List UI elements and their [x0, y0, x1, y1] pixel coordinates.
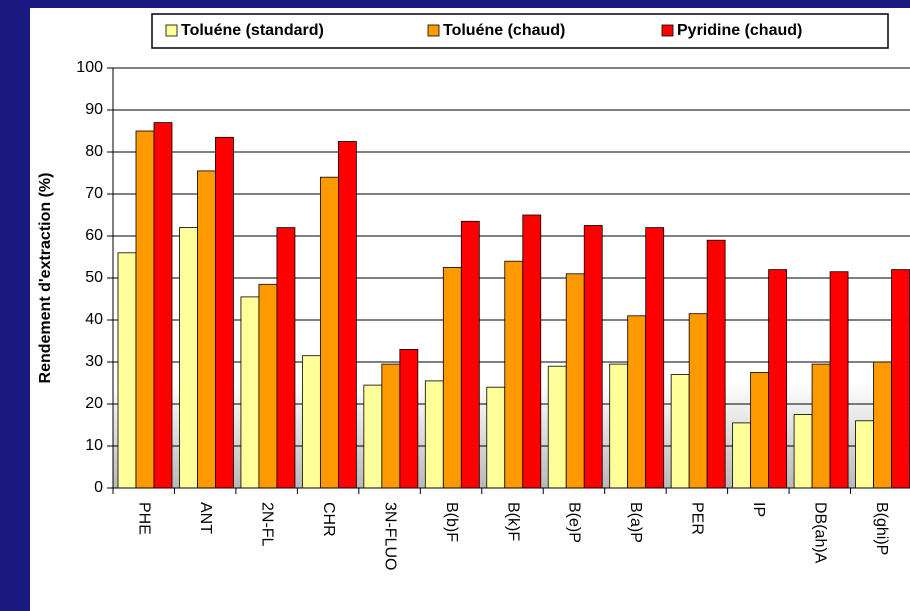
y-tick-label: 40	[85, 311, 103, 328]
legend-swatch	[165, 24, 178, 37]
x-tick-label: DB(ah)A	[812, 502, 829, 564]
legend-swatch	[661, 24, 674, 37]
bar	[855, 420, 874, 489]
y-tick-label: 30	[85, 353, 103, 370]
y-tick-label: 10	[85, 437, 103, 454]
legend-label: Toluéne (standard)	[181, 22, 324, 39]
bar	[793, 414, 813, 489]
bar	[460, 220, 480, 489]
bar	[117, 252, 137, 489]
x-tick-label: B(b)F	[443, 502, 460, 542]
bar	[442, 267, 462, 489]
y-tick-label: 100	[76, 59, 103, 76]
bar	[583, 225, 603, 489]
x-tick-label: ANT	[197, 502, 214, 534]
bar	[381, 363, 401, 489]
y-tick-label: 20	[85, 395, 103, 412]
bar	[522, 214, 542, 489]
y-tick-label: 50	[85, 269, 103, 286]
y-tick-label: 80	[85, 143, 103, 160]
x-tick-label: PHE	[135, 502, 152, 535]
bar	[363, 384, 383, 489]
bar	[240, 296, 260, 489]
bar	[301, 355, 321, 489]
bar	[399, 348, 419, 489]
x-tick-label: 3N-FLUO	[381, 502, 398, 570]
legend	[151, 13, 889, 49]
x-tick-label: CHR	[320, 502, 337, 537]
bar	[609, 363, 629, 489]
x-tick-label: 2N-FL	[258, 502, 275, 547]
bar	[197, 170, 216, 489]
bar	[547, 365, 567, 489]
bar	[873, 361, 892, 489]
bar	[337, 141, 357, 489]
y-tick-label: 60	[85, 227, 103, 244]
bar	[215, 136, 234, 489]
bar	[486, 386, 506, 489]
bar	[276, 227, 296, 489]
bar	[688, 313, 708, 489]
bar	[706, 239, 726, 489]
x-tick-label: PER	[689, 502, 706, 535]
bar	[627, 315, 647, 489]
legend-label: Toluéne (chaud)	[443, 22, 565, 39]
legend-label: Pyridine (chaud)	[677, 22, 802, 39]
bar	[732, 422, 752, 489]
x-tick-label: B(e)P	[566, 502, 583, 543]
bar	[645, 227, 665, 489]
bar	[768, 269, 788, 489]
bar	[891, 269, 910, 489]
y-tick-label: 70	[85, 185, 103, 202]
bar	[829, 271, 849, 489]
bar	[135, 130, 155, 489]
x-tick-label: IP	[750, 502, 767, 517]
bar	[504, 260, 524, 489]
bar	[319, 176, 339, 489]
bar	[153, 122, 173, 489]
y-tick-label: 0	[94, 479, 103, 496]
bar	[258, 283, 278, 489]
bar	[424, 380, 444, 489]
x-tick-label: B(k)F	[504, 502, 521, 541]
bar	[670, 374, 690, 489]
y-axis-label: Rendement d'extraction (%)	[37, 173, 54, 384]
bar	[179, 227, 198, 489]
bar	[750, 372, 770, 489]
bar	[811, 363, 831, 489]
x-tick-label: B(a)P	[627, 502, 644, 543]
bar	[565, 273, 585, 489]
x-tick-label: B(ghi)P	[873, 502, 890, 555]
legend-swatch	[427, 24, 440, 37]
y-tick-label: 90	[85, 101, 103, 118]
